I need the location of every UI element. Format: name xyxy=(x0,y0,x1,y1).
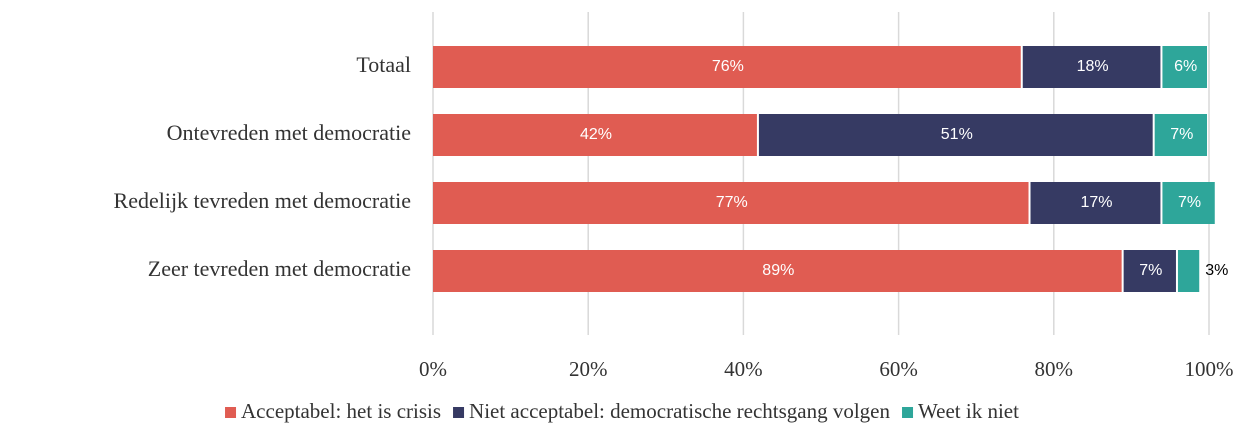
x-tick-label: 20% xyxy=(569,357,608,381)
value-label: 76% xyxy=(712,58,744,75)
bar-segment xyxy=(433,182,1029,224)
value-label: 3% xyxy=(1205,262,1228,279)
value-label: 77% xyxy=(716,194,748,211)
x-tick-label: 100% xyxy=(1185,357,1234,381)
value-label: 17% xyxy=(1080,194,1112,211)
bar-segment xyxy=(1022,46,1161,88)
y-tick-label: Redelijk tevreden met democratie xyxy=(114,188,411,213)
y-tick-label: Totaal xyxy=(356,52,411,77)
legend-swatch xyxy=(225,407,237,418)
legend-label: Niet acceptabel: democratische rechtsgan… xyxy=(469,399,890,423)
bar-segment xyxy=(1030,182,1161,224)
x-tick-label: 80% xyxy=(1035,357,1074,381)
legend-swatch xyxy=(453,407,465,418)
legend-swatch xyxy=(902,407,914,418)
bar-segment xyxy=(1154,114,1207,156)
x-tick-label: 40% xyxy=(724,357,763,381)
value-label: 18% xyxy=(1077,58,1109,75)
value-label: 7% xyxy=(1170,126,1193,143)
value-label: 7% xyxy=(1139,262,1162,279)
x-tick-label: 0% xyxy=(419,357,447,381)
value-label: 42% xyxy=(580,126,612,143)
value-label: 7% xyxy=(1178,194,1201,211)
bar-segment xyxy=(433,114,757,156)
value-label: 51% xyxy=(941,126,973,143)
value-label: 6% xyxy=(1174,58,1197,75)
bar-segment xyxy=(758,114,1153,156)
y-tick-label: Zeer tevreden met democratie xyxy=(148,256,411,281)
bar-segment xyxy=(1177,250,1200,292)
value-label: 89% xyxy=(762,262,794,279)
bar-segment xyxy=(1162,182,1215,224)
x-tick-label: 60% xyxy=(879,357,918,381)
bar-segment xyxy=(433,250,1122,292)
bar-segment xyxy=(1162,46,1207,88)
y-tick-label: Ontevreden met democratie xyxy=(167,120,411,145)
bar-segment xyxy=(1123,250,1176,292)
bar-segment xyxy=(433,46,1021,88)
legend-label: Weet ik niet xyxy=(918,399,1019,423)
legend-label: Acceptabel: het is crisis xyxy=(241,399,441,423)
